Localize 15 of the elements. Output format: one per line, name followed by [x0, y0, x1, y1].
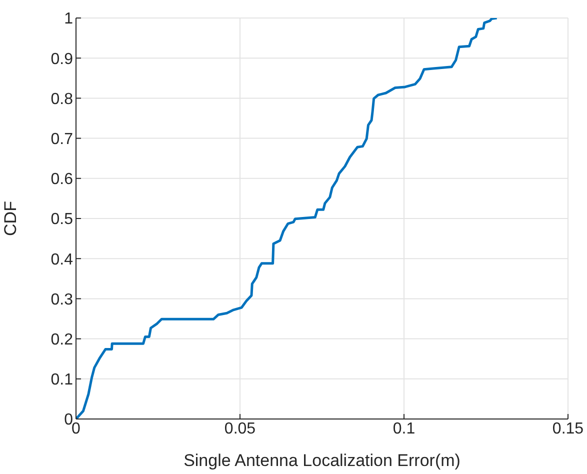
y-tick-label: 0.2: [50, 331, 74, 348]
y-tick-label: 0.6: [50, 171, 74, 188]
y-tick-label: 0.3: [50, 291, 74, 308]
y-axis-title: CDF: [1, 201, 20, 236]
y-tick-label: 0.5: [50, 211, 74, 228]
y-tick-label: 0.4: [50, 251, 74, 268]
y-tick-label: 0.8: [50, 90, 74, 108]
x-tick-label: 0.15: [552, 420, 584, 438]
y-tick-label: 0.1: [50, 372, 74, 389]
y-tick-label: 1: [64, 10, 74, 28]
y-tick-label: 0.7: [50, 130, 74, 148]
x-tick-label: 0.1: [392, 420, 416, 438]
x-tick-label: 0.05: [224, 420, 256, 438]
x-axis-title: Single Antenna Localization Error(m): [184, 451, 460, 470]
y-tick-label: 0.9: [50, 50, 74, 68]
